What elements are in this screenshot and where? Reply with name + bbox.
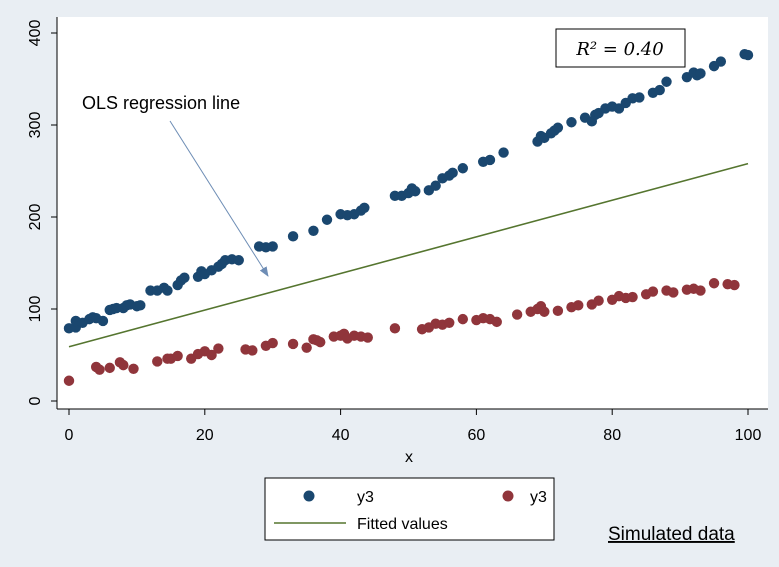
data-point-series-1 <box>359 202 370 213</box>
data-point-series-1 <box>233 255 244 266</box>
series-y3-blue <box>63 48 754 334</box>
legend-label-series-2: y3 <box>530 489 547 506</box>
legend-marker-series-1 <box>303 490 315 502</box>
data-point-series-2 <box>457 313 469 325</box>
data-point-series-1 <box>634 92 645 103</box>
data-point-series-2 <box>104 362 115 374</box>
legend-label-series-1: y3 <box>357 489 374 506</box>
data-point-series-2 <box>301 342 312 353</box>
data-point-series-2 <box>573 300 584 311</box>
y-tick-label: 300 <box>27 112 44 139</box>
data-point-series-1 <box>267 241 278 252</box>
data-point-series-2 <box>552 305 564 317</box>
x-tick-label: 20 <box>196 427 214 444</box>
series-y3-red <box>63 278 740 386</box>
data-point-series-2 <box>729 279 740 291</box>
data-point-series-2 <box>118 359 129 371</box>
data-point-series-2 <box>172 350 183 362</box>
x-tick-label: 60 <box>468 427 486 444</box>
data-point-series-2 <box>444 317 455 328</box>
data-point-series-1 <box>97 315 109 327</box>
data-point-series-2 <box>128 363 139 374</box>
data-point-series-2 <box>206 349 217 361</box>
data-point-series-2 <box>389 323 401 334</box>
data-point-series-1 <box>484 154 496 166</box>
data-point-series-2 <box>539 306 550 317</box>
data-point-series-2 <box>695 285 706 296</box>
data-point-series-2 <box>362 332 373 343</box>
legend-label-fit: Fitted values <box>357 516 448 533</box>
data-point-series-2 <box>668 287 679 298</box>
y-axis-ticks: 0 100 200 300 400 <box>27 20 57 405</box>
y-tick-label: 400 <box>27 20 44 47</box>
data-point-series-2 <box>627 291 638 303</box>
data-point-series-2 <box>267 337 278 349</box>
data-point-series-2 <box>94 364 105 375</box>
note-simulated-data: Simulated data <box>608 524 735 545</box>
data-point-series-1 <box>498 147 509 158</box>
data-point-series-1 <box>287 231 299 242</box>
x-tick-label: 0 <box>65 427 74 444</box>
data-point-series-2 <box>247 345 258 356</box>
data-point-series-1 <box>566 117 577 128</box>
r-squared-label: R² = 0.40 <box>575 39 663 60</box>
x-tick-label: 40 <box>332 427 350 444</box>
x-axis-title: x <box>405 449 413 466</box>
data-point-series-2 <box>708 278 720 289</box>
data-point-series-1 <box>742 49 754 61</box>
y-tick-label: 200 <box>27 204 44 231</box>
data-point-series-1 <box>135 300 146 311</box>
data-point-series-1 <box>162 285 173 296</box>
data-point-series-1 <box>695 68 706 79</box>
annotation-label: OLS regression line <box>82 93 240 113</box>
data-point-series-2 <box>491 316 502 328</box>
x-axis-ticks: 0 20 40 60 80 100 <box>65 409 762 444</box>
fitted-values-line <box>68 162 749 348</box>
legend-marker-series-2 <box>502 490 514 502</box>
data-point-series-2 <box>315 336 326 348</box>
y-tick-label: 0 <box>27 396 44 405</box>
data-point-series-2 <box>647 286 659 297</box>
data-point-series-1 <box>715 56 727 67</box>
data-point-series-1 <box>552 122 564 133</box>
data-point-series-2 <box>593 295 604 306</box>
data-point-series-1 <box>308 225 319 236</box>
data-point-series-2 <box>213 343 224 354</box>
data-point-series-2 <box>152 356 163 367</box>
r-squared-box <box>555 28 686 68</box>
x-tick-label: 80 <box>603 427 621 444</box>
legend <box>264 477 555 541</box>
data-point-series-1 <box>321 214 333 225</box>
data-point-series-1 <box>654 84 665 96</box>
y-tick-label: 100 <box>27 296 44 323</box>
plot-area <box>57 17 768 409</box>
data-point-series-1 <box>661 76 672 87</box>
data-point-series-1 <box>430 180 441 191</box>
data-point-series-1 <box>447 167 458 179</box>
data-point-series-1 <box>457 163 469 174</box>
data-point-series-1 <box>179 272 190 283</box>
annotation-arrow <box>169 120 269 277</box>
x-tick-label: 100 <box>735 427 762 444</box>
data-point-series-1 <box>410 186 421 197</box>
data-point-series-2 <box>511 309 523 320</box>
data-point-series-2 <box>287 338 299 350</box>
data-point-series-2 <box>63 375 75 386</box>
